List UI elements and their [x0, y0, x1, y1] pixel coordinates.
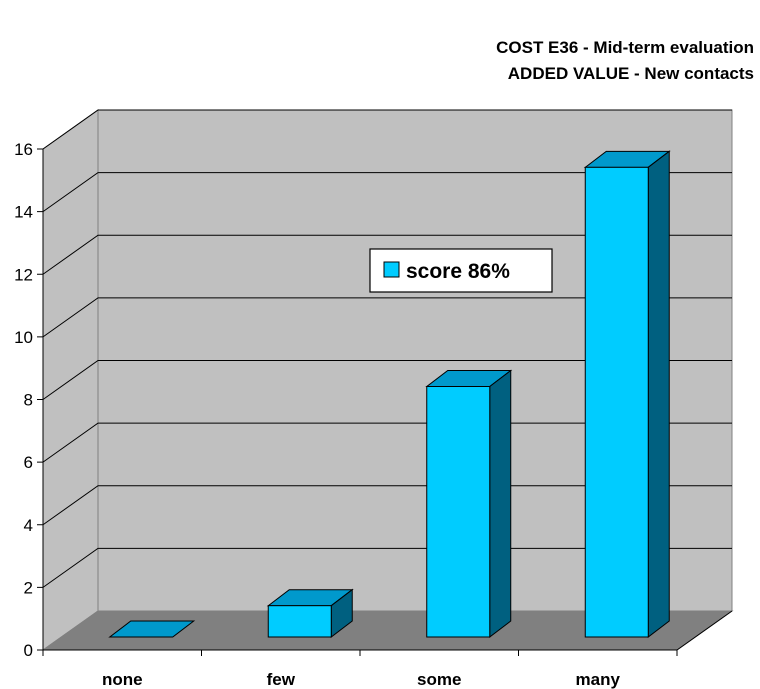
- chart-title: COST E36 - Mid-term evaluation: [496, 38, 754, 57]
- y-tick-label: 14: [14, 203, 33, 222]
- gridline: [42, 422, 732, 463]
- legend: score 86%: [369, 248, 553, 293]
- x-axis-labels: none few some many: [42, 650, 678, 689]
- x-tick-label: none: [102, 670, 143, 689]
- chart-subtitle: ADDED VALUE - New contacts: [508, 64, 754, 83]
- bar-front: [584, 166, 649, 638]
- gridline: [42, 547, 732, 588]
- legend-box: [369, 248, 553, 293]
- y-tick-label: 6: [24, 453, 33, 472]
- bar-top: [108, 620, 196, 638]
- y-tick-label: 10: [14, 328, 33, 347]
- bar-front: [267, 605, 332, 638]
- y-tick-label: 8: [24, 391, 33, 410]
- bar: [108, 620, 196, 638]
- legend-label: score 86%: [406, 260, 510, 283]
- floor-edge: [676, 610, 733, 651]
- y-tick-label: 12: [14, 265, 33, 284]
- bar: [583, 150, 671, 639]
- gridline: [42, 109, 732, 150]
- gridline: [42, 234, 732, 275]
- bar-side: [647, 150, 670, 639]
- x-tick-label: many: [576, 670, 621, 689]
- gridline: [42, 485, 732, 526]
- legend-swatch: [383, 261, 400, 278]
- bar: [425, 369, 513, 639]
- gridline: [42, 297, 732, 338]
- y-tick-label: 2: [24, 578, 33, 597]
- gridlines: [42, 109, 732, 588]
- y-tick-label: 0: [24, 641, 33, 660]
- x-tick-label: some: [417, 670, 461, 689]
- x-tick-label: few: [267, 670, 296, 689]
- bar-front: [426, 386, 491, 638]
- gridline: [42, 172, 732, 213]
- y-tick-label: 16: [14, 140, 33, 159]
- bar: [266, 588, 354, 639]
- bars: [108, 150, 671, 639]
- gridline: [42, 360, 732, 400]
- y-tick-label: 4: [24, 516, 33, 535]
- bar-side: [489, 369, 512, 639]
- y-axis-ticks: 0 2 4 6 8 10 12 14 16: [14, 140, 43, 660]
